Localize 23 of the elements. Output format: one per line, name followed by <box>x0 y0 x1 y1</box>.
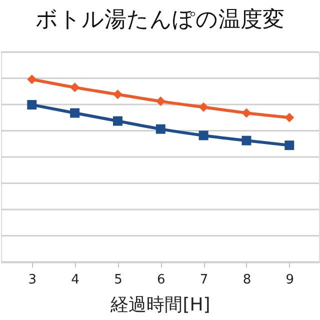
point <box>242 136 252 146</box>
x-tick-label: 4 <box>71 272 80 288</box>
x-tick-label: 6 <box>157 272 166 288</box>
point <box>70 82 80 92</box>
point <box>27 100 37 110</box>
point <box>156 96 166 106</box>
x-tick-label: 7 <box>200 272 208 288</box>
point <box>112 116 122 126</box>
point <box>198 130 208 140</box>
point <box>284 112 294 122</box>
point <box>284 140 294 150</box>
point <box>242 108 252 118</box>
point <box>27 74 37 84</box>
x-tick-label: 3 <box>28 272 37 288</box>
x-tick-label: 5 <box>114 272 122 288</box>
x-axis-title: 経過時間[H] <box>110 294 210 316</box>
x-tick-label: 9 <box>286 272 294 288</box>
point <box>198 102 208 112</box>
x-tick-label: 8 <box>242 272 252 288</box>
point <box>112 90 122 100</box>
chart-title: ボトル湯たんぽの温度変 <box>36 7 284 32</box>
point <box>156 124 166 134</box>
point <box>70 108 80 118</box>
